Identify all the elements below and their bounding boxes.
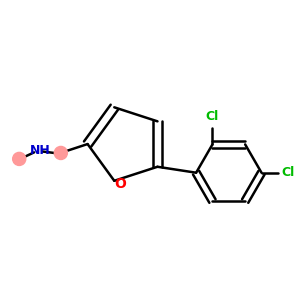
Text: NH: NH: [30, 144, 50, 157]
Circle shape: [54, 146, 68, 160]
Text: Cl: Cl: [281, 166, 295, 179]
Text: O: O: [114, 177, 126, 191]
Circle shape: [13, 152, 26, 166]
Text: Cl: Cl: [206, 110, 219, 123]
